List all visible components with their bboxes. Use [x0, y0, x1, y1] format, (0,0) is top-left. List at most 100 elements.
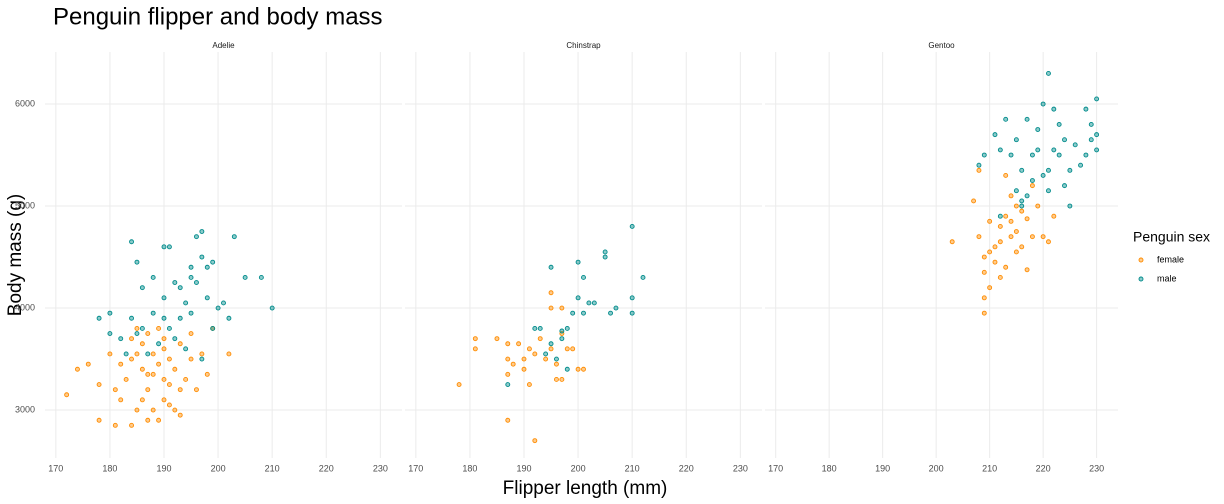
point [1013, 229, 1019, 234]
point [1040, 172, 1046, 178]
point [172, 366, 178, 372]
point [543, 356, 549, 362]
point [472, 336, 478, 342]
point [134, 259, 140, 265]
point [981, 295, 987, 301]
point [575, 366, 581, 372]
point [129, 315, 134, 321]
point [156, 361, 162, 367]
point [139, 341, 145, 347]
point [992, 132, 998, 138]
point [107, 351, 113, 357]
point [1019, 244, 1025, 250]
legend-marker [1138, 276, 1144, 282]
point [118, 397, 124, 403]
x-tick-label: 170 [408, 463, 423, 473]
point [129, 356, 134, 362]
point [1040, 234, 1046, 240]
point [183, 300, 189, 306]
point [177, 412, 183, 418]
point [1019, 167, 1025, 173]
point [177, 387, 183, 393]
x-tick-label: 200 [211, 463, 226, 473]
point [548, 290, 554, 296]
point [129, 422, 134, 428]
point [1029, 183, 1035, 189]
point [129, 239, 134, 245]
point [1056, 121, 1062, 127]
x-tick-label: 170 [48, 463, 63, 473]
point [1035, 127, 1041, 132]
point [1003, 264, 1009, 270]
point [242, 274, 248, 280]
point [1013, 137, 1019, 143]
point [199, 229, 205, 234]
point [177, 315, 183, 321]
chart-title: Penguin flipper and body mass [53, 3, 383, 30]
point [537, 336, 543, 342]
point [75, 366, 80, 372]
point [1051, 147, 1057, 153]
point [532, 325, 538, 331]
x-tick-label: 220 [1036, 463, 1051, 473]
x-tick-label: 220 [679, 463, 694, 473]
point [1003, 172, 1009, 178]
point [575, 295, 581, 301]
point [559, 377, 565, 382]
point [629, 223, 635, 229]
x-tick-label: 190 [516, 463, 531, 473]
point [177, 341, 183, 347]
point [981, 254, 987, 260]
point [564, 325, 570, 331]
y-tick-label: 6000 [15, 98, 35, 108]
point [1046, 239, 1051, 245]
legend-label: female [1157, 254, 1184, 264]
point [134, 407, 140, 413]
point [194, 280, 199, 285]
y-tick-label: 4000 [15, 302, 35, 312]
point [554, 377, 559, 382]
point [145, 371, 151, 377]
legend-title: Penguin sex [1133, 229, 1210, 245]
point [166, 325, 172, 331]
x-tick-label: 200 [929, 463, 944, 473]
x-tick-label: 180 [102, 463, 117, 473]
legend-marker [1138, 257, 1144, 263]
point [161, 397, 167, 403]
point [1072, 142, 1078, 148]
point [1035, 203, 1041, 209]
point [586, 300, 592, 306]
point [602, 249, 608, 255]
point [1046, 70, 1051, 76]
point [505, 356, 511, 362]
point [118, 361, 124, 367]
x-tick-label: 210 [265, 463, 280, 473]
point [1067, 167, 1073, 173]
point [166, 382, 172, 388]
x-axis-label: Flipper length (mm) [503, 478, 668, 499]
point [161, 377, 167, 382]
point [161, 346, 167, 352]
point [1024, 116, 1030, 122]
x-tick-label: 230 [733, 463, 748, 473]
point [1029, 152, 1035, 158]
x-tick-label: 220 [319, 463, 334, 473]
point [1024, 216, 1030, 222]
point [156, 325, 162, 331]
point [1008, 218, 1014, 224]
point [161, 315, 167, 321]
point [188, 274, 194, 280]
point [1088, 137, 1094, 143]
point [976, 167, 982, 173]
point [199, 254, 205, 260]
point [1051, 106, 1057, 112]
point [210, 325, 216, 331]
point [188, 356, 194, 362]
y-axis-label: Body mass (g) [5, 194, 26, 316]
x-tick-label: 230 [373, 463, 388, 473]
point [629, 310, 635, 316]
point [505, 341, 511, 347]
point [172, 280, 178, 285]
point [139, 285, 145, 291]
